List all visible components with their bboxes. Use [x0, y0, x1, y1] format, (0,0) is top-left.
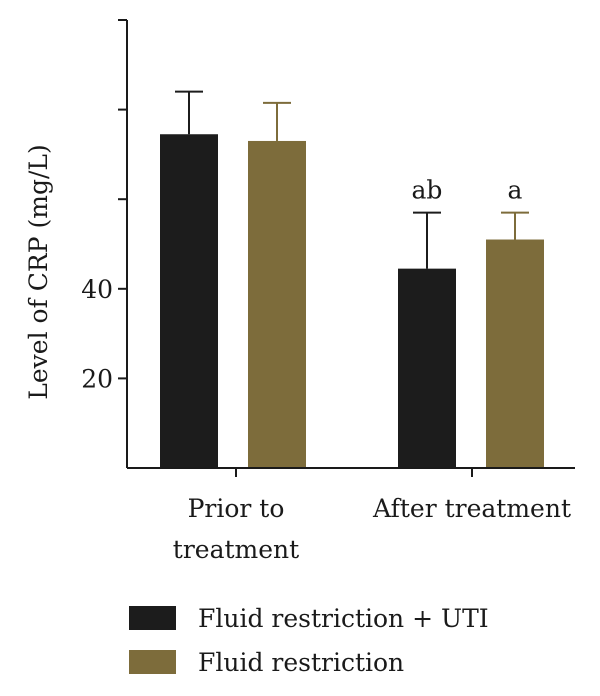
- axes-layer: 20 40 Prior to treatment After treatment: [81, 19, 575, 564]
- bars-layer: ab a: [160, 90, 544, 469]
- legend-label: Fluid restriction + UTI: [198, 604, 489, 633]
- bar: [486, 239, 544, 468]
- bar: [248, 140, 306, 468]
- bar: [398, 268, 456, 468]
- bar: [160, 134, 218, 469]
- x-category-label: After treatment: [372, 494, 571, 523]
- y-tick-label: 20: [81, 364, 113, 393]
- legend: Fluid restriction + UTI Fluid restriction: [129, 604, 489, 677]
- legend-swatch: [129, 606, 176, 630]
- x-category-label: Prior to: [188, 494, 285, 523]
- y-tick-label: 40: [81, 275, 113, 304]
- legend-swatch: [129, 650, 176, 674]
- legend-label: Fluid restriction: [198, 648, 404, 677]
- y-axis-label: Level of CRP (mg/L): [24, 144, 53, 399]
- significance-label: ab: [412, 176, 443, 205]
- significance-label: a: [508, 176, 523, 205]
- x-category-label: treatment: [173, 535, 299, 564]
